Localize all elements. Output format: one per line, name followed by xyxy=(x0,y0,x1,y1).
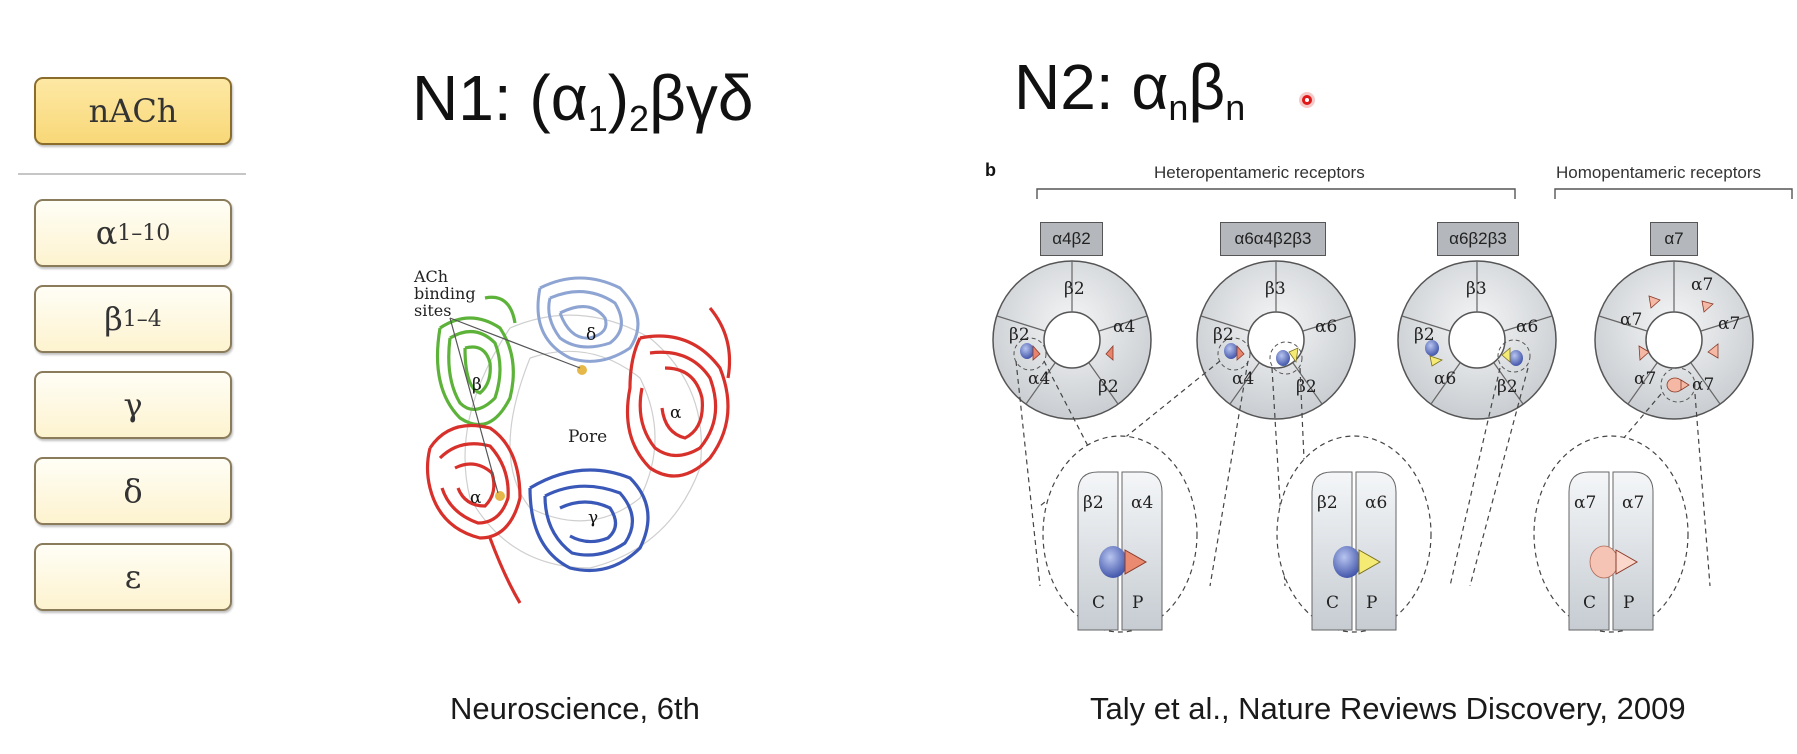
svg-text:β2: β2 xyxy=(1098,377,1119,397)
subunit-label-alpha-right: α xyxy=(670,403,682,423)
subunit-base: δ xyxy=(123,472,143,510)
alpha-subunit-left xyxy=(425,423,522,604)
svg-text:α6: α6 xyxy=(1434,369,1456,389)
svg-text:P: P xyxy=(1623,593,1634,613)
svg-text:β2: β2 xyxy=(1064,279,1085,299)
binding-site-marker xyxy=(577,365,587,375)
subunit-item-alpha: α 1–10 xyxy=(34,199,232,267)
subunit-base: γ xyxy=(123,386,143,424)
alpha-subunit-right xyxy=(626,306,732,478)
subunit-item-beta: β 1–4 xyxy=(34,285,232,353)
annotation-pointers xyxy=(449,317,581,494)
zoom-oval-a6b2: β2 α6 C P xyxy=(1276,435,1432,633)
subunit-label-gamma: γ xyxy=(588,508,598,528)
subunit-label-alpha-left: α xyxy=(470,488,482,508)
subunit-header-label: nACh xyxy=(88,92,178,130)
receptor-name-a4b2: α4β2 xyxy=(1040,222,1103,256)
svg-text:α6: α6 xyxy=(1315,317,1337,337)
svg-text:α7: α7 xyxy=(1692,375,1714,395)
svg-text:α7: α7 xyxy=(1574,493,1596,513)
delta-subunit xyxy=(536,276,640,363)
svg-text:α7: α7 xyxy=(1622,493,1644,513)
subunit-sub: 1–10 xyxy=(117,220,171,246)
n1-title: N1: (α1)2βγδ xyxy=(412,62,754,139)
panel-letter: b xyxy=(985,160,996,180)
receptor-circle-a6b2b3: β3 α6 β2 α6 β2 xyxy=(1397,260,1557,420)
receptor-circle-a7: α7 α7 α7 α7 α7 xyxy=(1594,260,1754,420)
svg-text:α6: α6 xyxy=(1516,317,1538,337)
n1-caption: Neuroscience, 6th xyxy=(450,691,700,726)
subunit-base: β xyxy=(104,300,123,338)
svg-text:β2: β2 xyxy=(1009,325,1030,345)
subunit-base: ε xyxy=(124,558,142,596)
svg-text:α7: α7 xyxy=(1620,310,1642,330)
beta-subunit xyxy=(436,295,517,427)
subunit-header-nach: nACh xyxy=(34,77,232,145)
svg-text:α4: α4 xyxy=(1131,493,1153,513)
receptor-name-a6a4b2b3: α6α4β2β3 xyxy=(1220,222,1326,256)
n1-receptor-structure: ACh binding sites Pore δ β α α γ xyxy=(413,268,732,604)
receptor-name-a6b2b3: α6β2β3 xyxy=(1437,222,1519,256)
svg-text:β3: β3 xyxy=(1265,279,1286,299)
svg-text:β2: β2 xyxy=(1213,325,1234,345)
backbone-mesh xyxy=(464,314,703,569)
subunit-sub: 1–4 xyxy=(122,306,162,332)
zoom-oval-a7: α7 α7 C P xyxy=(1533,435,1689,633)
subunit-item-epsilon: ε xyxy=(34,543,232,611)
svg-text:C: C xyxy=(1326,593,1339,613)
svg-text:β2: β2 xyxy=(1317,493,1338,513)
svg-text:α4: α4 xyxy=(1028,369,1050,389)
receptor-diagrams: β2 α4 β2 α4 β2 β3 α6 β2 α4 β2 xyxy=(992,260,1754,633)
subunit-item-gamma: γ xyxy=(34,371,232,439)
svg-text:P: P xyxy=(1366,593,1377,613)
svg-text:C: C xyxy=(1092,593,1105,613)
svg-text:α4: α4 xyxy=(1113,317,1135,337)
pore-label: Pore xyxy=(568,427,607,447)
laser-pointer-dot xyxy=(1299,92,1315,108)
receptor-name-a7: α7 xyxy=(1650,222,1698,256)
svg-text:P: P xyxy=(1132,593,1143,613)
subunit-base: α xyxy=(95,214,118,252)
group-label-hetero: Heteropentameric receptors xyxy=(1154,163,1365,182)
svg-text:β2: β2 xyxy=(1497,377,1518,397)
receptor-circle-a6a4b2b3: β3 α6 β2 α4 β2 xyxy=(1196,260,1356,420)
subunit-label-beta: β xyxy=(472,375,482,395)
subunit-label-delta: δ xyxy=(586,325,596,345)
svg-text:α4: α4 xyxy=(1232,369,1254,389)
svg-text:α7: α7 xyxy=(1718,314,1740,334)
svg-text:α7: α7 xyxy=(1634,369,1656,389)
n2-caption: Taly et al., Nature Reviews Discovery, 2… xyxy=(1090,691,1686,726)
binding-site-marker xyxy=(495,491,505,501)
zoom-oval-a4b2: β2 α4 C P xyxy=(1042,435,1198,633)
group-label-homo: Homopentameric receptors xyxy=(1556,163,1762,182)
divider xyxy=(18,173,246,175)
group-brackets xyxy=(1036,188,1793,199)
annotation-line-2: binding xyxy=(414,284,476,303)
svg-text:α6: α6 xyxy=(1365,493,1387,513)
svg-text:α7: α7 xyxy=(1691,275,1713,295)
receptor-circle-a4b2: β2 α4 β2 α4 β2 xyxy=(992,260,1152,420)
svg-text:β2: β2 xyxy=(1414,325,1435,345)
svg-text:β2: β2 xyxy=(1083,493,1104,513)
annotation-line-3: sites xyxy=(414,301,451,320)
n2-title: N2: αnβn xyxy=(1014,51,1246,128)
svg-text:β3: β3 xyxy=(1466,279,1487,299)
annotation-line-1: ACh xyxy=(413,268,448,286)
subunit-item-delta: δ xyxy=(34,457,232,525)
svg-text:β2: β2 xyxy=(1296,377,1317,397)
svg-text:C: C xyxy=(1583,593,1596,613)
gamma-subunit xyxy=(528,468,650,573)
